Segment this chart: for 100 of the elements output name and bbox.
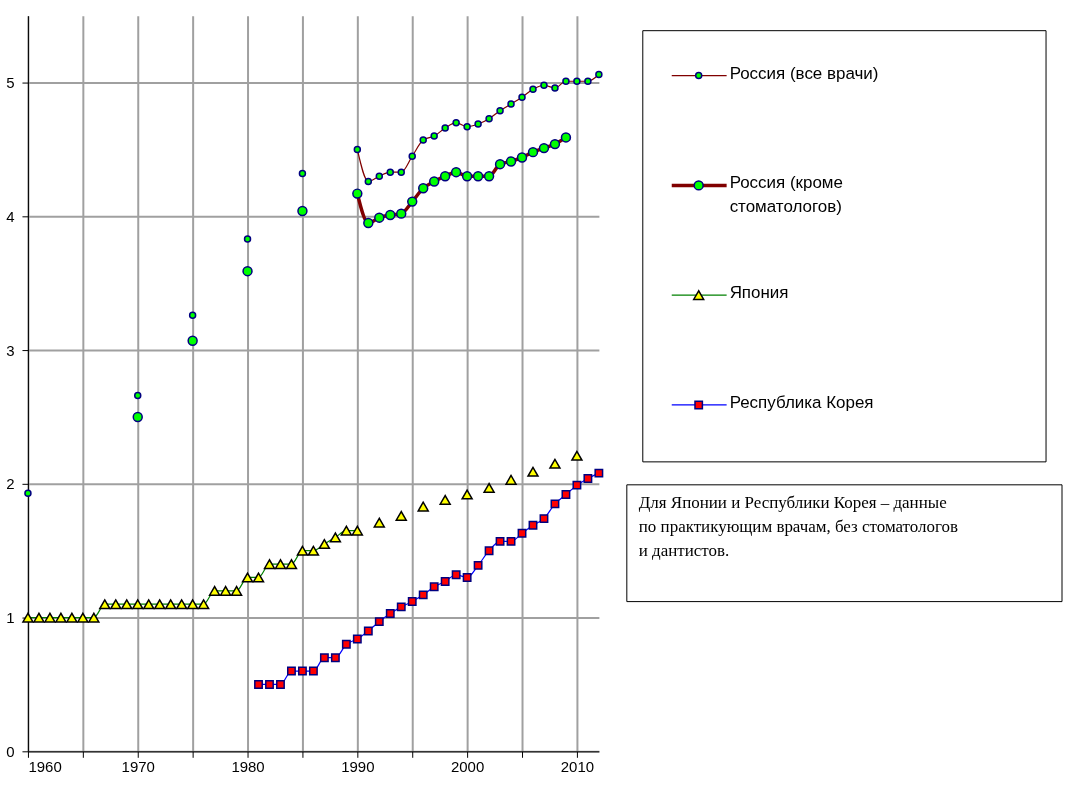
point [375, 172, 384, 180]
point [33, 612, 45, 623]
point [505, 474, 517, 485]
point [461, 489, 473, 500]
point [276, 680, 285, 689]
legend-label: Россия (кроме стоматологов) [729, 173, 843, 217]
x-tick-label: 2010 [560, 757, 595, 775]
point [287, 666, 296, 676]
point [363, 626, 373, 636]
point [55, 612, 67, 623]
point [385, 609, 395, 619]
point [187, 335, 198, 346]
point [386, 168, 395, 176]
point [573, 77, 581, 85]
point [285, 559, 298, 570]
point [297, 666, 307, 676]
point [373, 517, 386, 528]
point [472, 171, 484, 182]
point [507, 100, 515, 108]
point [66, 612, 78, 623]
point [385, 209, 396, 221]
point [241, 572, 254, 583]
text: Для Японии и Республики Корея – данные по практикующим врачам, без стоматологов и дантистов. [638, 492, 958, 560]
point [540, 81, 548, 89]
point [549, 138, 561, 150]
point [538, 142, 550, 154]
point [396, 208, 407, 219]
point [219, 585, 232, 596]
y-tick-label: 3 [6, 341, 15, 359]
point [461, 171, 473, 182]
point [594, 468, 604, 478]
point [164, 599, 177, 610]
legend-label: Россия (все врачи) [729, 63, 879, 83]
point [208, 585, 221, 596]
point [308, 666, 318, 676]
point [584, 77, 592, 85]
point [517, 528, 527, 538]
point [88, 612, 100, 623]
legend-label: Япония [729, 283, 789, 303]
point [44, 612, 56, 623]
point [265, 680, 274, 689]
point [396, 602, 406, 612]
point [142, 599, 155, 610]
x-tick-label: 1980 [231, 757, 265, 775]
point [483, 171, 495, 182]
point [297, 205, 308, 217]
point [571, 450, 583, 461]
point [134, 391, 142, 400]
point [560, 132, 572, 143]
point [407, 597, 417, 606]
point [539, 514, 549, 524]
point [474, 120, 482, 128]
point [529, 85, 537, 93]
point [319, 653, 329, 663]
point [296, 545, 309, 556]
point [441, 124, 449, 132]
x-tick-label: 1990 [341, 757, 375, 775]
point [298, 169, 307, 178]
point [22, 612, 34, 623]
point [153, 599, 166, 610]
point [562, 77, 570, 85]
point [252, 572, 265, 583]
point [419, 136, 427, 144]
point [506, 536, 516, 546]
point [132, 599, 144, 610]
point [496, 106, 504, 115]
point [527, 466, 539, 477]
point [484, 546, 494, 556]
point [330, 653, 340, 663]
point [417, 183, 429, 194]
x-tick-label: 2000 [450, 757, 485, 775]
point [175, 599, 188, 610]
point [505, 156, 517, 167]
point [428, 176, 440, 187]
point [429, 582, 439, 592]
x-tick-label: 1960 [28, 757, 62, 775]
point [595, 70, 603, 79]
point [351, 525, 364, 536]
point [363, 217, 374, 229]
point [551, 84, 559, 92]
point [440, 577, 450, 586]
point [397, 168, 405, 176]
point [430, 132, 438, 140]
point [407, 196, 418, 207]
point [550, 499, 560, 509]
point [186, 599, 199, 610]
point [527, 146, 539, 158]
point [254, 680, 263, 689]
point [450, 166, 462, 178]
point [451, 570, 461, 580]
point [197, 599, 210, 610]
point [121, 599, 133, 610]
point [473, 560, 483, 570]
point [364, 177, 373, 186]
point [549, 458, 561, 469]
point [263, 559, 276, 570]
point [274, 559, 287, 570]
y-tick-label: 2 [6, 475, 15, 493]
point [110, 599, 122, 610]
point [408, 152, 416, 160]
